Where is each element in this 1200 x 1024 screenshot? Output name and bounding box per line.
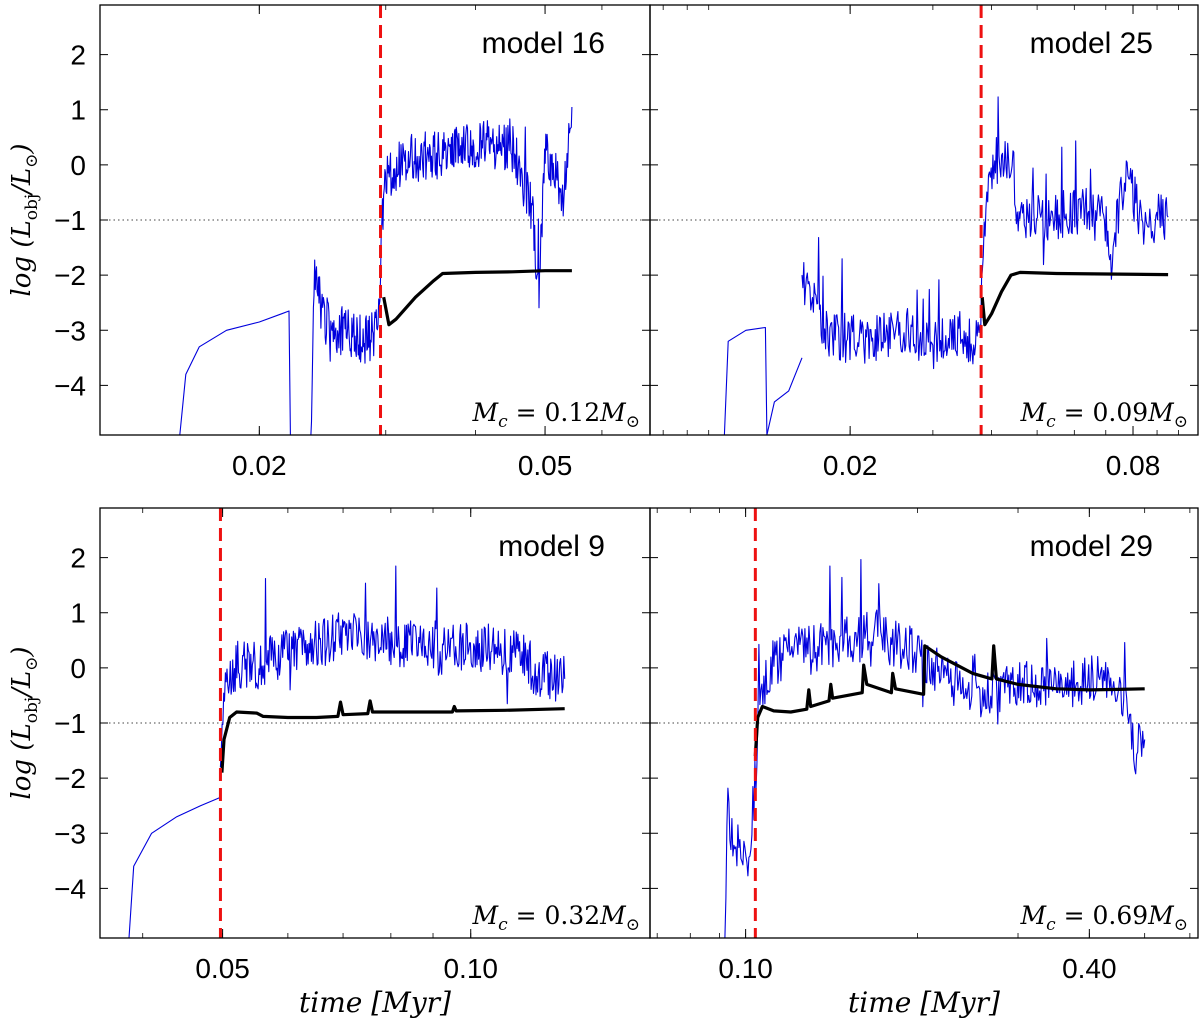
y-axis-label: log (Lobj/L⊙) bbox=[7, 646, 42, 799]
y-tick-label: −1 bbox=[54, 708, 86, 739]
ylabel-mid: /L bbox=[7, 168, 37, 197]
panel-title: model 16 bbox=[482, 27, 605, 60]
ylabel-sub: obj bbox=[22, 194, 42, 220]
mass-subscript: c bbox=[498, 412, 508, 432]
core-mass-label: Mc = 0.32M⊙ bbox=[471, 901, 640, 935]
mass-unit: M bbox=[1147, 398, 1175, 427]
mass-subscript: c bbox=[498, 915, 508, 935]
fluctuating-luminosity-line bbox=[801, 96, 1169, 370]
ylabel-log: log (L bbox=[7, 723, 37, 799]
fluctuating-luminosity-line bbox=[723, 326, 768, 435]
ylabel-log: log (L bbox=[7, 220, 37, 296]
fluctuating-luminosity-line bbox=[219, 565, 566, 768]
mass-unit: M bbox=[599, 398, 627, 427]
ylabel-mid: /L bbox=[7, 671, 37, 700]
smooth-luminosity-line bbox=[980, 270, 1169, 327]
series-group bbox=[128, 565, 566, 938]
x-tick-label: 0.02 bbox=[232, 450, 287, 481]
mass-value: = 0.09 bbox=[1056, 398, 1149, 427]
ylabel-end: ) bbox=[7, 143, 37, 154]
y-tick-label: −3 bbox=[54, 818, 86, 849]
y-tick-label: 1 bbox=[70, 598, 86, 629]
panel-title: model 9 bbox=[498, 530, 605, 563]
y-tick-label: −2 bbox=[54, 763, 86, 794]
y-tick-label: −1 bbox=[54, 205, 86, 236]
x-tick-label: 0.10 bbox=[718, 953, 773, 984]
fluctuating-luminosity-line bbox=[179, 310, 291, 435]
core-mass-label: Mc = 0.09M⊙ bbox=[1019, 398, 1188, 432]
y-tick-label: 0 bbox=[70, 653, 86, 684]
y-tick-label: −4 bbox=[54, 370, 86, 401]
y-tick-label: −3 bbox=[54, 315, 86, 346]
y-axis-label: log (Lobj/L⊙) bbox=[7, 143, 42, 296]
core-mass-label: Mc = 0.69M⊙ bbox=[1019, 901, 1188, 935]
y-tick-label: −4 bbox=[54, 873, 86, 904]
ylabel-sub: obj bbox=[22, 697, 42, 723]
mass-symbol: M bbox=[1019, 901, 1047, 930]
x-tick-label: 0.05 bbox=[195, 953, 250, 984]
x-tick-label: 0.08 bbox=[1106, 450, 1161, 481]
x-axis-label: time [Myr] bbox=[299, 986, 451, 1019]
mass-value: = 0.32 bbox=[508, 901, 601, 930]
fluctuating-luminosity-line bbox=[310, 106, 573, 435]
mass-unit: M bbox=[1147, 901, 1175, 930]
fluctuating-luminosity-line bbox=[724, 558, 1146, 938]
smooth-luminosity-line bbox=[220, 699, 565, 773]
x-tick-label: 0.05 bbox=[518, 450, 573, 481]
y-tick-label: 2 bbox=[70, 543, 86, 574]
mass-symbol: M bbox=[1019, 398, 1047, 427]
x-tick-label: 0.02 bbox=[823, 450, 878, 481]
y-tick-label: 1 bbox=[70, 95, 86, 126]
panel-title: model 29 bbox=[1030, 530, 1153, 563]
core-mass-label: Mc = 0.12M⊙ bbox=[471, 398, 640, 432]
series-group bbox=[724, 558, 1146, 938]
ylabel-end: ) bbox=[7, 646, 37, 657]
sun-subscript: ⊙ bbox=[1174, 412, 1188, 432]
x-tick-label: 0.10 bbox=[443, 953, 498, 984]
mass-value: = 0.69 bbox=[1056, 901, 1149, 930]
x-axis-label: time [Myr] bbox=[848, 986, 1000, 1019]
sun-subscript: ⊙ bbox=[626, 915, 640, 935]
sun-subscript: ⊙ bbox=[1174, 915, 1188, 935]
mass-value: = 0.12 bbox=[508, 398, 601, 427]
x-tick-label: 0.40 bbox=[1062, 953, 1117, 984]
panel-title: model 25 bbox=[1030, 27, 1153, 60]
mass-subscript: c bbox=[1046, 412, 1056, 432]
y-tick-label: 2 bbox=[70, 40, 86, 71]
ylabel-sub2: ⊙ bbox=[22, 154, 42, 168]
mass-symbol: M bbox=[471, 901, 499, 930]
mass-unit: M bbox=[599, 901, 627, 930]
series-group bbox=[723, 96, 1169, 435]
y-tick-label: −2 bbox=[54, 260, 86, 291]
mass-subscript: c bbox=[1046, 915, 1056, 935]
y-tick-label: 0 bbox=[70, 150, 86, 181]
ylabel-sub2: ⊙ bbox=[22, 657, 42, 671]
series-group bbox=[179, 106, 573, 435]
smooth-luminosity-line bbox=[753, 644, 1145, 757]
sun-subscript: ⊙ bbox=[626, 412, 640, 432]
smooth-luminosity-line bbox=[382, 269, 572, 327]
fluctuating-luminosity-line bbox=[766, 357, 803, 435]
fluctuating-luminosity-line bbox=[128, 796, 221, 938]
mass-symbol: M bbox=[471, 398, 499, 427]
